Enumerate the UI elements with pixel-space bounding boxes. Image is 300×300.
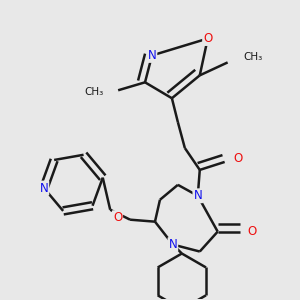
Text: N: N (40, 182, 48, 194)
Text: CH₃: CH₃ (244, 52, 263, 62)
Text: CH₃: CH₃ (84, 87, 103, 97)
Text: O: O (203, 32, 212, 45)
Text: N: N (169, 238, 177, 251)
Text: N: N (194, 189, 202, 202)
Text: O: O (113, 211, 122, 224)
Text: O: O (247, 225, 256, 238)
Text: O: O (233, 152, 242, 166)
Text: N: N (148, 49, 156, 62)
